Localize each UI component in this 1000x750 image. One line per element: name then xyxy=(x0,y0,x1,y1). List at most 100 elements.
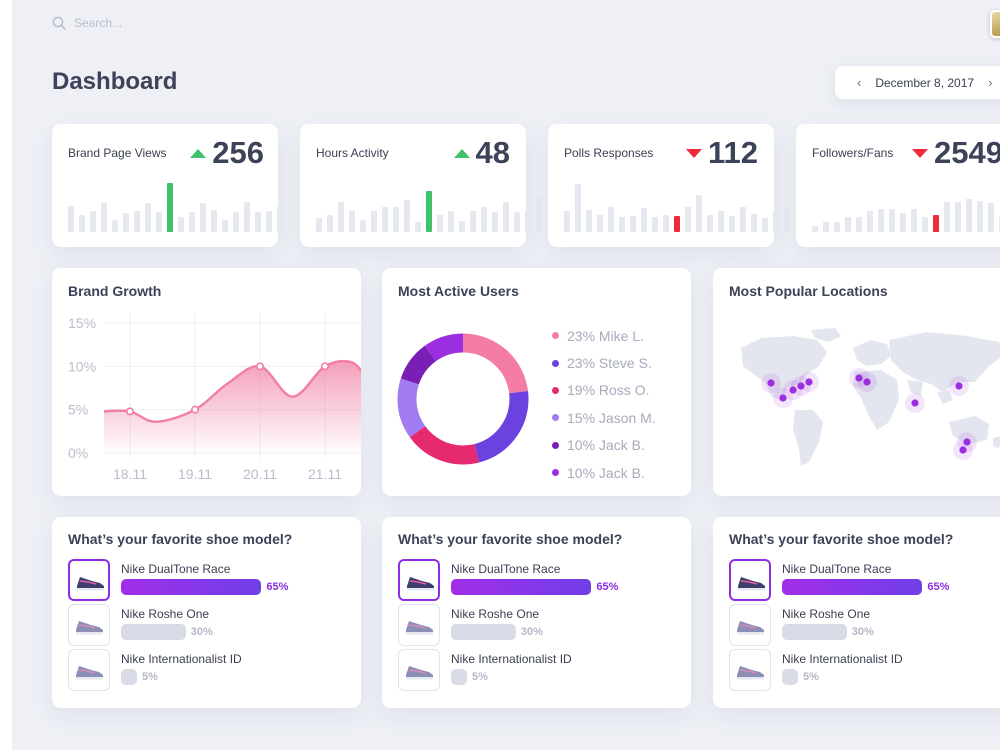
poll-progress-bar xyxy=(451,669,467,685)
shoe-thumbnail[interactable] xyxy=(729,604,771,646)
poll-option-name: Nike Internationalist ID xyxy=(451,652,572,666)
mini-bar xyxy=(459,220,465,232)
mini-bar xyxy=(90,211,96,232)
poll-title: What’s your favorite shoe model? xyxy=(68,531,293,547)
growth-point[interactable] xyxy=(191,405,200,414)
shoe-thumbnail[interactable] xyxy=(398,604,440,646)
poll-option[interactable]: Nike Internationalist ID 5% xyxy=(68,649,358,691)
card-title: Brand Growth xyxy=(68,283,162,299)
active-users-donut xyxy=(397,333,529,465)
card-title: Most Popular Locations xyxy=(729,283,888,299)
shoe-thumbnail[interactable] xyxy=(729,559,771,601)
shoe-icon xyxy=(737,666,764,680)
trend-down-icon xyxy=(912,148,928,158)
growth-area xyxy=(104,361,361,453)
stat-card-followers-fans: Followers/Fans 2549 xyxy=(796,124,1000,247)
y-tick-label: 15% xyxy=(68,315,96,331)
donut-slice[interactable] xyxy=(397,333,529,465)
shoe-icon xyxy=(76,621,103,635)
mini-bar-chart xyxy=(68,180,283,232)
location-marker[interactable] xyxy=(959,446,967,454)
mini-bar xyxy=(878,209,884,232)
poll-percent: 30% xyxy=(520,626,543,638)
trend-up-icon xyxy=(453,148,470,158)
shoe-thumbnail[interactable] xyxy=(68,604,110,646)
poll-progress-bar xyxy=(121,579,262,595)
search-input[interactable] xyxy=(74,16,274,30)
poll-progress-bar xyxy=(782,669,798,685)
mini-bar xyxy=(597,215,603,232)
mini-bar xyxy=(834,221,840,232)
shoe-icon xyxy=(406,621,433,635)
growth-line xyxy=(103,360,361,424)
poll-option[interactable]: Nike Internationalist ID 5% xyxy=(398,649,688,691)
poll-percent: 5% xyxy=(142,671,158,683)
mini-bar xyxy=(619,217,625,232)
mini-bar xyxy=(200,203,206,232)
poll-option[interactable]: Nike DualTone Race 65% xyxy=(398,559,688,601)
stat-value-wrap: 112 xyxy=(685,135,758,171)
shoe-thumbnail[interactable] xyxy=(68,559,110,601)
location-marker[interactable] xyxy=(911,399,919,407)
mini-bar xyxy=(470,211,476,232)
poll-card: What’s your favorite shoe model? Nike Dua… xyxy=(52,517,361,708)
x-tick-label: 21.11 xyxy=(308,466,342,482)
poll-option-name: Nike Internationalist ID xyxy=(782,652,903,666)
chevron-right-icon[interactable]: › xyxy=(988,75,993,90)
poll-option[interactable]: Nike Roshe One 30% xyxy=(729,604,1000,646)
location-marker[interactable] xyxy=(855,374,863,382)
mini-bar xyxy=(977,200,983,232)
donut-slice[interactable] xyxy=(397,333,529,465)
legend-label: 10% Jack B. xyxy=(567,437,645,454)
stat-card-brand-page-views: Brand Page Views 256 xyxy=(52,124,283,247)
legend-label: 19% Ross O. xyxy=(567,382,650,399)
location-marker[interactable] xyxy=(805,378,813,386)
avatar[interactable] xyxy=(990,10,1000,38)
location-marker[interactable] xyxy=(789,386,797,394)
shoe-thumbnail[interactable] xyxy=(729,649,771,691)
stat-label: Polls Responses xyxy=(564,146,654,160)
x-tick-label: 18.11 xyxy=(113,466,147,482)
location-marker[interactable] xyxy=(797,382,805,390)
growth-point[interactable] xyxy=(256,362,265,371)
poll-percent: 65% xyxy=(927,581,950,593)
location-marker[interactable] xyxy=(955,382,963,390)
location-marker[interactable] xyxy=(779,394,787,402)
poll-option[interactable]: Nike DualTone Race 65% xyxy=(68,559,358,601)
poll-option[interactable]: Nike Internationalist ID 5% xyxy=(729,649,1000,691)
stat-card-hours-activity: Hours Activity 48 xyxy=(300,124,542,247)
location-marker[interactable] xyxy=(863,378,871,386)
chevron-left-icon[interactable]: ‹ xyxy=(857,75,862,90)
shoe-thumbnail[interactable] xyxy=(68,649,110,691)
mini-bar xyxy=(393,207,399,232)
mini-bar xyxy=(156,212,162,232)
mini-bar xyxy=(641,208,647,232)
poll-option-name: Nike Roshe One xyxy=(451,607,540,621)
growth-point[interactable] xyxy=(320,362,329,371)
growth-point[interactable] xyxy=(126,407,135,416)
mini-bar xyxy=(514,212,520,232)
world-map-land xyxy=(741,328,1000,466)
page-title: Dashboard xyxy=(52,68,178,95)
mini-bar xyxy=(685,207,691,232)
mini-bar-highlight xyxy=(933,215,939,232)
mini-bar xyxy=(900,213,906,232)
location-marker[interactable] xyxy=(963,438,971,446)
shoe-thumbnail[interactable] xyxy=(398,649,440,691)
poll-option[interactable]: Nike DualTone Race 65% xyxy=(729,559,1000,601)
poll-option[interactable]: Nike Roshe One 30% xyxy=(398,604,688,646)
legend-dot xyxy=(552,332,559,340)
donut-slice[interactable] xyxy=(397,333,529,465)
mini-bar xyxy=(415,221,421,232)
shoe-thumbnail[interactable] xyxy=(398,559,440,601)
location-marker[interactable] xyxy=(767,379,775,387)
search-bar[interactable] xyxy=(52,16,274,30)
mini-bar xyxy=(448,211,454,232)
shoe-icon xyxy=(76,666,103,680)
stat-value-wrap: 2549 xyxy=(912,135,1000,171)
poll-option[interactable]: Nike Roshe One 30% xyxy=(68,604,358,646)
poll-progress-bar xyxy=(782,579,923,595)
mini-bar xyxy=(608,207,614,232)
mini-bar xyxy=(812,225,818,232)
donut-slice[interactable] xyxy=(397,333,529,465)
